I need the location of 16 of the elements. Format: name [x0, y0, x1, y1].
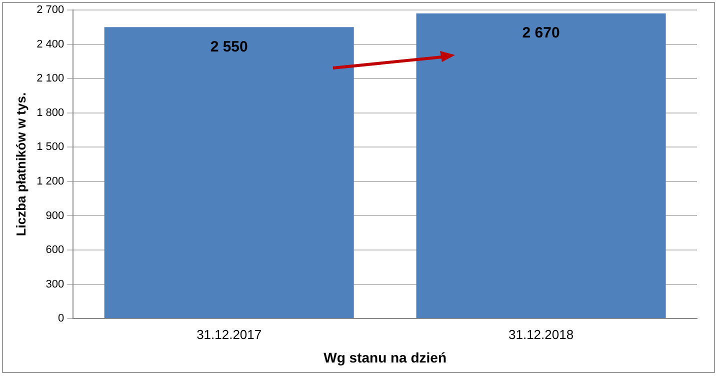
y-tick-label: 1 500 — [36, 141, 64, 154]
y-tick-label: 2 100 — [36, 72, 64, 85]
x-tick-label: 31.12.2017 — [196, 326, 262, 342]
y-tick-label: 2 400 — [36, 38, 64, 50]
y-tick-label: 300 — [46, 278, 64, 290]
y-axis-title: Liczba płatników w tys. — [13, 92, 28, 236]
y-tick-label: 0 — [58, 312, 64, 325]
y-tick-label: 2 700 — [36, 4, 64, 16]
y-tick-label: 1 800 — [36, 106, 64, 119]
y-tick-label: 600 — [46, 244, 64, 256]
x-tick-label: 31.12.2018 — [508, 326, 574, 342]
y-tick-label: 1 200 — [36, 175, 64, 188]
x-axis-title: Wg stanu na dzień — [324, 349, 447, 366]
data-label: 2 550 — [210, 38, 248, 56]
y-tick-label: 900 — [46, 210, 64, 222]
data-label: 2 670 — [522, 24, 560, 42]
